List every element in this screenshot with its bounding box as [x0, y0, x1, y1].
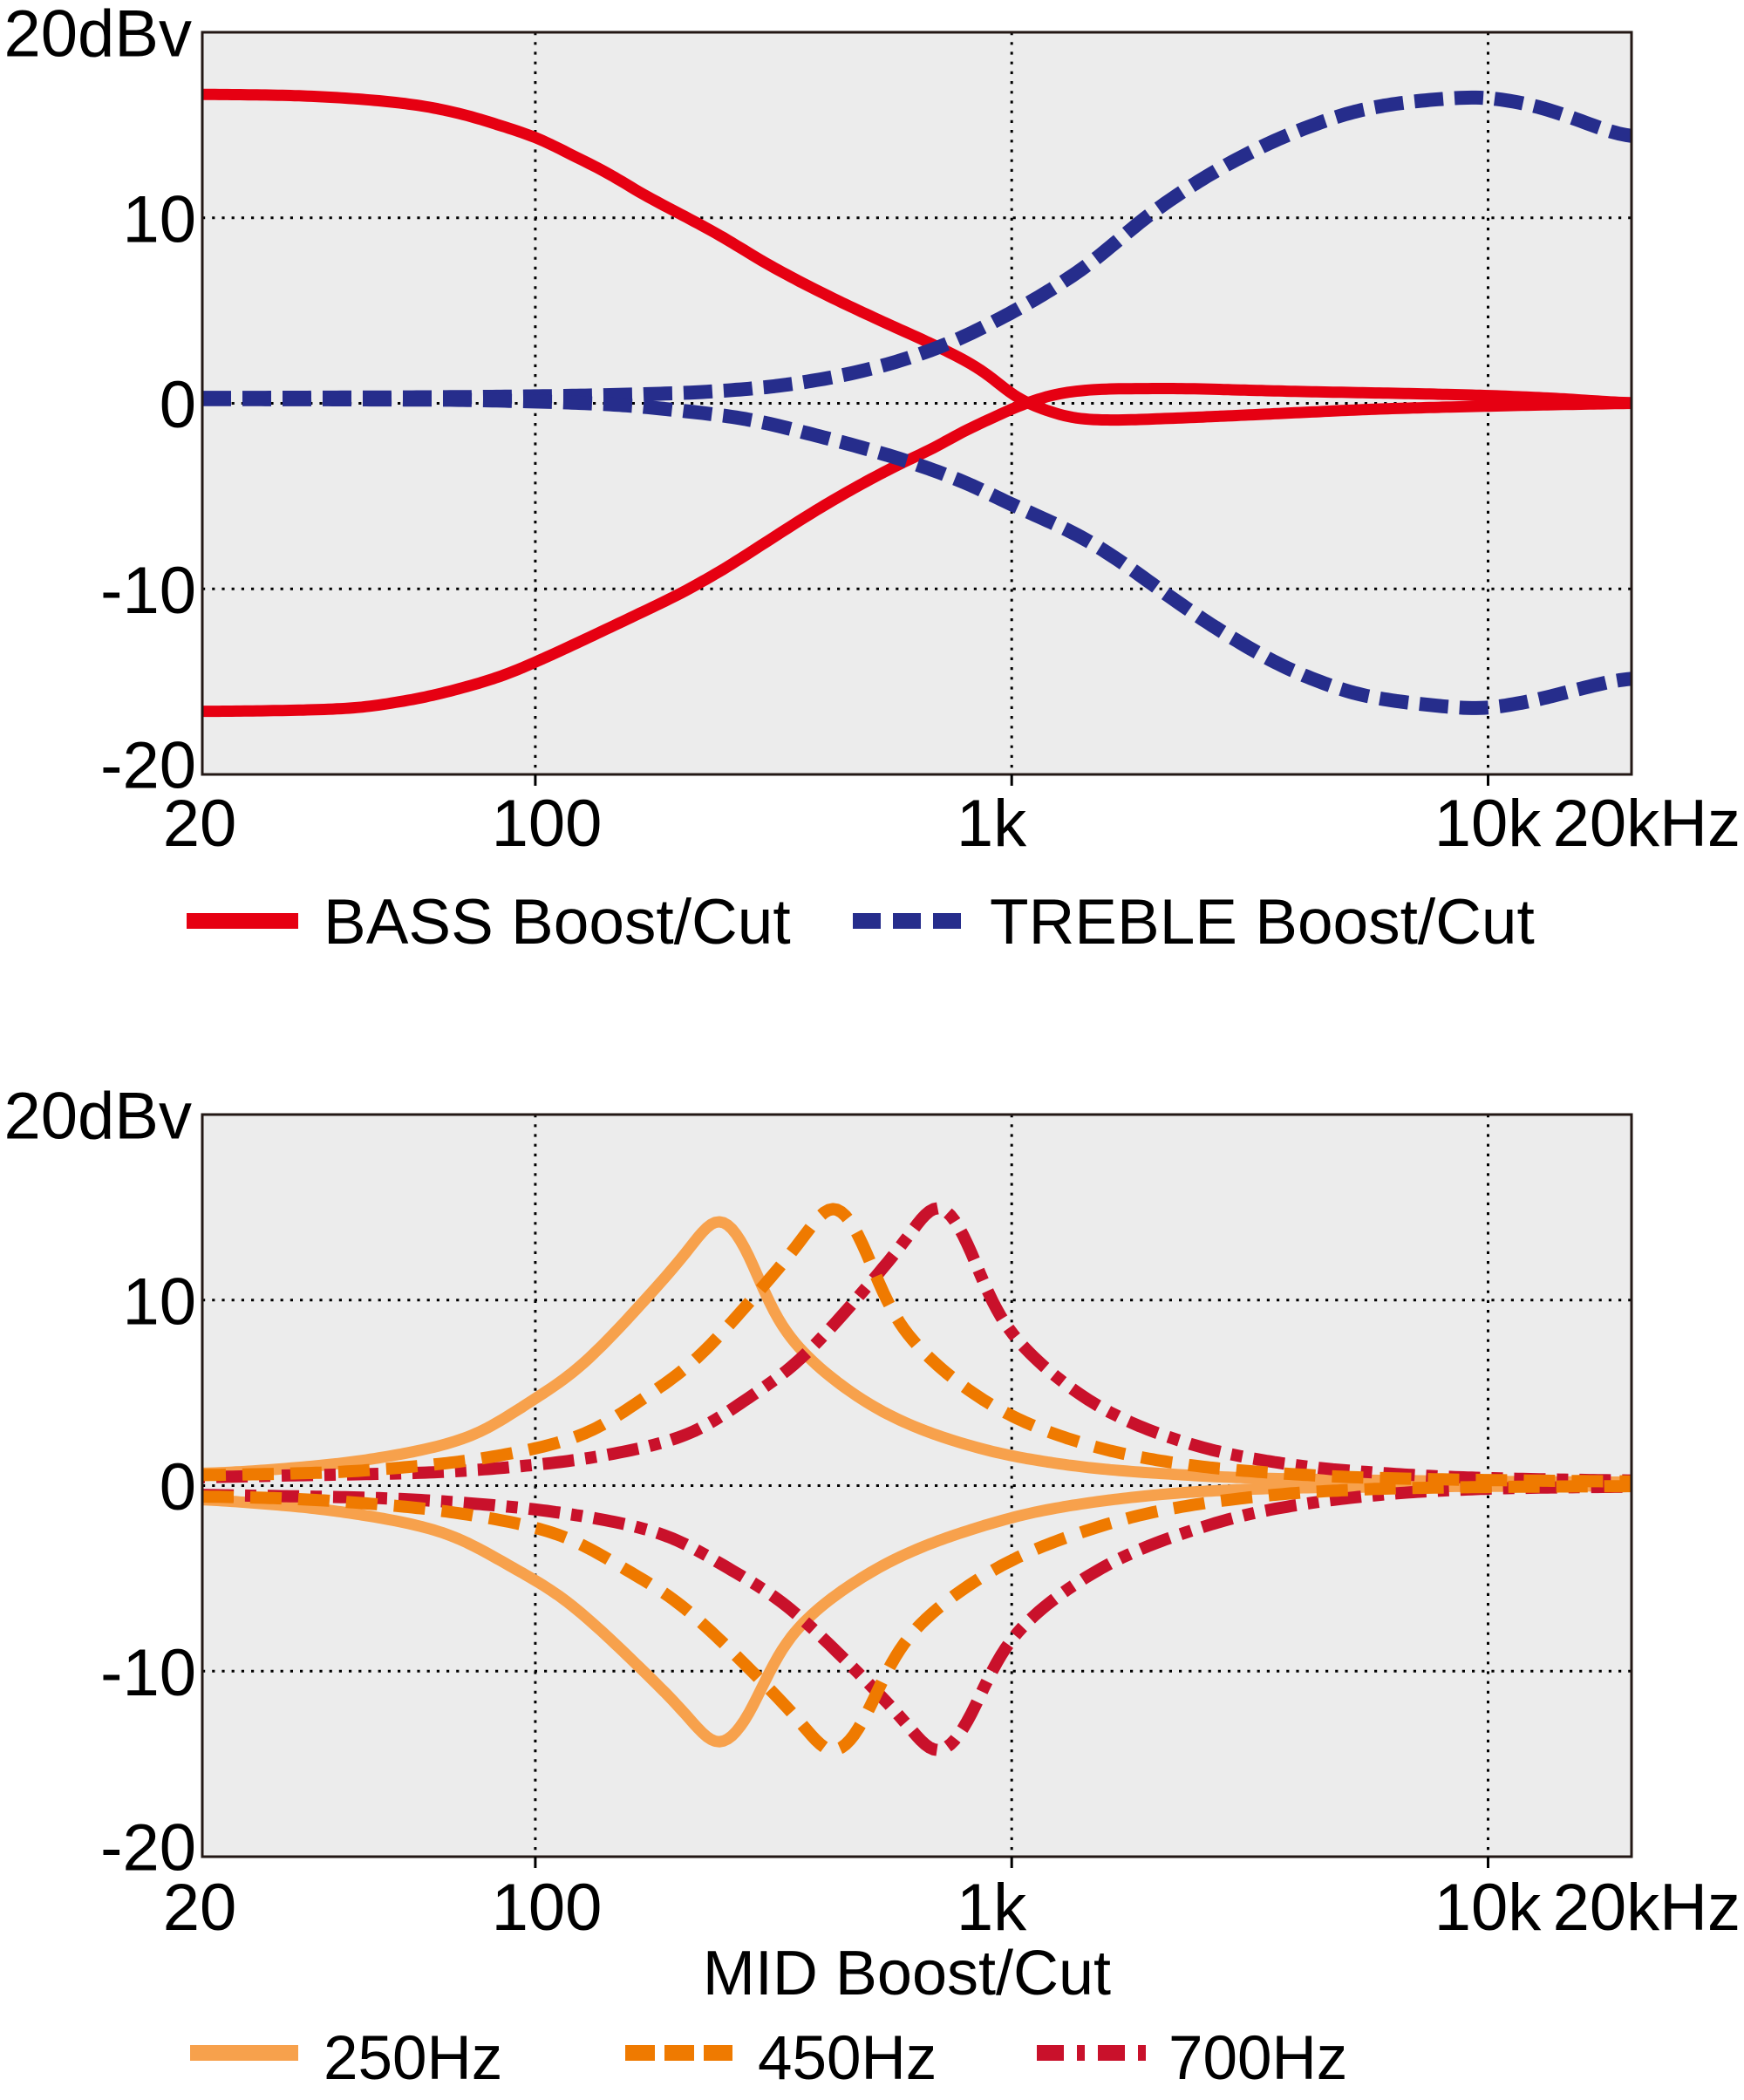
svg-text:0: 0 [160, 368, 196, 442]
svg-text:-20: -20 [100, 729, 196, 803]
svg-text:1k: 1k [957, 787, 1027, 861]
svg-text:20: 20 [163, 1871, 237, 1945]
svg-text:700Hz: 700Hz [1168, 2024, 1347, 2093]
svg-text:450Hz: 450Hz [758, 2024, 937, 2093]
svg-text:20: 20 [163, 787, 237, 861]
svg-text:20kHz: 20kHz [1553, 1871, 1741, 1945]
svg-text:10k: 10k [1434, 1871, 1543, 1945]
svg-text:250Hz: 250Hz [324, 2024, 502, 2093]
svg-text:TREBLE Boost/Cut: TREBLE Boost/Cut [990, 887, 1535, 958]
svg-text:100: 100 [492, 1871, 603, 1945]
svg-text:1k: 1k [957, 1871, 1027, 1945]
svg-text:20kHz: 20kHz [1553, 787, 1741, 861]
svg-text:BASS Boost/Cut: BASS Boost/Cut [324, 887, 791, 958]
svg-text:0: 0 [160, 1450, 196, 1524]
svg-text:-20: -20 [100, 1811, 196, 1885]
svg-text:MID Boost/Cut: MID Boost/Cut [703, 1939, 1111, 2008]
svg-text:10k: 10k [1434, 787, 1543, 861]
svg-text:20dBv: 20dBv [4, 1080, 193, 1154]
svg-text:20dBv: 20dBv [4, 0, 193, 72]
svg-text:10: 10 [122, 183, 196, 257]
svg-text:-10: -10 [100, 554, 196, 628]
svg-text:10: 10 [122, 1265, 196, 1340]
svg-text:100: 100 [492, 787, 603, 861]
svg-text:-10: -10 [100, 1636, 196, 1710]
